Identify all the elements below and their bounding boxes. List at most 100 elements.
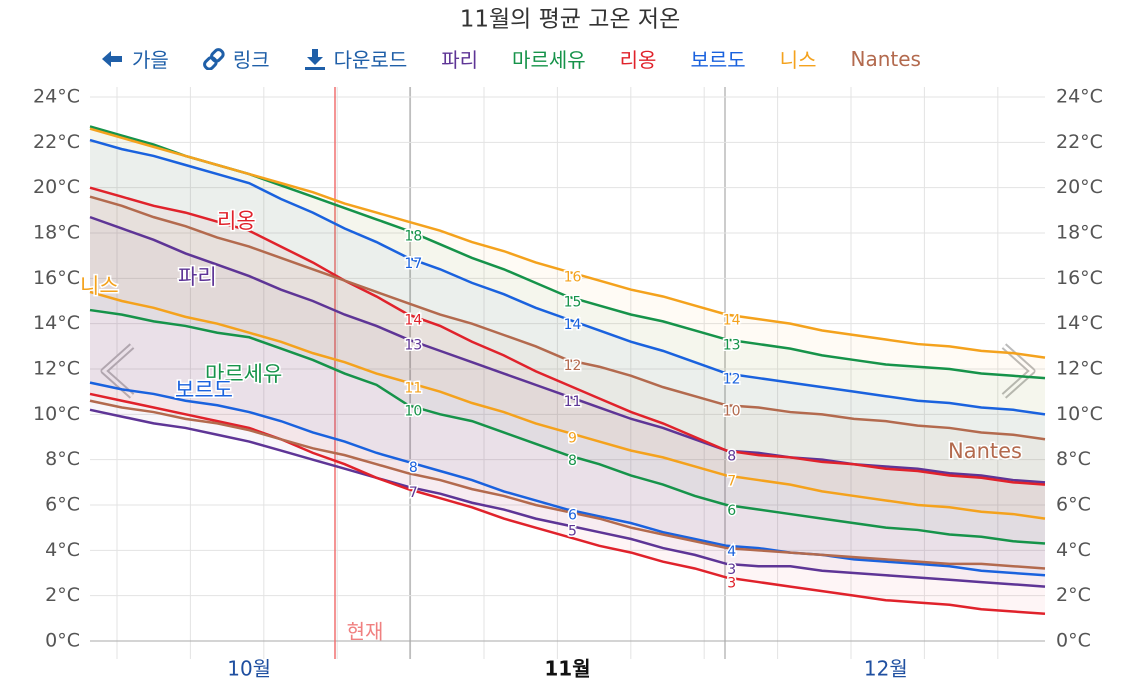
value-label: 8 bbox=[409, 460, 418, 476]
now-label: 현재 bbox=[347, 620, 384, 644]
toolbar: 가을 링크 다운로드 파리 마르세유 리옹 보르도 니스 Nantes bbox=[100, 44, 1050, 73]
temp-line bbox=[89, 399, 1046, 570]
series-label: 마르세유 bbox=[205, 362, 282, 386]
y-tick-label-right: 22°C bbox=[1056, 131, 1103, 153]
value-label: 12 bbox=[564, 358, 582, 374]
value-label: 11 bbox=[404, 381, 422, 397]
link-button[interactable]: 링크 bbox=[202, 44, 270, 73]
back-label: 가을 bbox=[132, 48, 169, 72]
temp-line bbox=[89, 308, 1046, 545]
y-tick-label-right: 4°C bbox=[1056, 539, 1091, 561]
y-tick-label: 22°C bbox=[33, 131, 80, 153]
value-label: 10 bbox=[723, 403, 741, 419]
value-label: 10 bbox=[404, 403, 422, 419]
value-label: 17 bbox=[404, 256, 422, 272]
y-tick-label: 8°C bbox=[45, 448, 80, 470]
lines bbox=[89, 125, 1046, 616]
temp-line bbox=[89, 381, 1046, 577]
legend-item[interactable]: 보르도 bbox=[690, 48, 746, 72]
value-label: 11 bbox=[564, 394, 582, 410]
value-label: 14 bbox=[564, 317, 582, 333]
range-band bbox=[90, 196, 1045, 569]
x-tick-label: 11월 bbox=[544, 657, 590, 681]
value-label: 8 bbox=[568, 453, 577, 469]
value-label: 7 bbox=[727, 474, 736, 490]
grid bbox=[90, 87, 1045, 659]
x-tick-label: 10월 bbox=[227, 657, 271, 681]
temp-line bbox=[89, 186, 1046, 486]
y-tick-label-right: 12°C bbox=[1056, 358, 1103, 380]
temp-line bbox=[89, 215, 1046, 484]
series-label: 보르도 bbox=[175, 378, 233, 402]
temp-line bbox=[89, 127, 1046, 359]
legend-item[interactable]: 니스 bbox=[779, 48, 817, 72]
range-band bbox=[90, 217, 1045, 587]
y-tick-label: 20°C bbox=[33, 176, 80, 198]
y-tick-label-right: 6°C bbox=[1056, 494, 1091, 516]
value-label: 14 bbox=[723, 313, 741, 329]
y-tick-label: 24°C bbox=[33, 86, 80, 108]
y-tick-label: 16°C bbox=[33, 267, 80, 289]
y-tick-label: 4°C bbox=[45, 539, 80, 561]
value-label: 14 bbox=[404, 313, 422, 329]
legend-item[interactable]: Nantes bbox=[850, 46, 921, 71]
legend-item[interactable]: 마르세유 bbox=[512, 48, 586, 72]
temp-line bbox=[89, 138, 1046, 416]
legend-item[interactable]: 리옹 bbox=[619, 48, 657, 72]
y-tick-label: 14°C bbox=[33, 312, 80, 334]
value-label: 6 bbox=[568, 508, 577, 524]
value-label: 13 bbox=[723, 338, 741, 354]
value-label: 3 bbox=[727, 562, 736, 578]
value-label: 15 bbox=[564, 294, 582, 310]
temp-line bbox=[89, 290, 1046, 520]
range-band bbox=[90, 128, 1045, 519]
value-label: 16 bbox=[564, 270, 582, 286]
value-label: 9 bbox=[568, 430, 577, 446]
y-tick-label: 18°C bbox=[33, 222, 80, 244]
nav-left[interactable] bbox=[100, 343, 135, 399]
y-tick-label-right: 20°C bbox=[1056, 176, 1103, 198]
series-label: 니스 bbox=[80, 274, 119, 298]
y-tick-label-right: 8°C bbox=[1056, 448, 1091, 470]
bands bbox=[90, 126, 1045, 614]
y-tick-label-right: 14°C bbox=[1056, 312, 1103, 334]
legend-item[interactable]: 파리 bbox=[441, 48, 479, 72]
value-label: 3 bbox=[727, 576, 736, 592]
value-label: 12 bbox=[723, 372, 741, 388]
temp-line bbox=[89, 195, 1046, 441]
value-label: 13 bbox=[404, 338, 422, 354]
value-label: 18 bbox=[404, 229, 422, 245]
y-tick-label-right: 10°C bbox=[1056, 403, 1103, 425]
temp-line bbox=[89, 392, 1046, 616]
range-band bbox=[90, 126, 1045, 544]
labels: 13 11 8 7 5 3 18 15 13 10 8 6 14 3 17 14 12 8 6 4 16 14 11 9 7 12… bbox=[79, 208, 1024, 594]
value-label: 6 bbox=[727, 503, 736, 519]
y-tick-label-right: 16°C bbox=[1056, 267, 1103, 289]
temp-line bbox=[89, 408, 1046, 588]
range-band bbox=[90, 187, 1045, 614]
value-label: 7 bbox=[409, 485, 418, 501]
y-tick-label-right: 0°C bbox=[1056, 630, 1091, 652]
series-label: 리옹 bbox=[217, 209, 256, 233]
y-tick-label-right: 24°C bbox=[1056, 86, 1103, 108]
y-tick-label: 10°C bbox=[33, 403, 80, 425]
range-band bbox=[90, 140, 1045, 576]
y-tick-label: 12°C bbox=[33, 358, 80, 380]
link-label: 링크 bbox=[232, 48, 270, 72]
chart-title: 11월의 평균 고온 저온 bbox=[460, 7, 680, 33]
y-tick-label: 2°C bbox=[45, 584, 80, 606]
series-label: 파리 bbox=[178, 265, 217, 289]
value-label: 5 bbox=[568, 523, 577, 539]
x-tick-label: 12월 bbox=[864, 657, 908, 681]
back-button[interactable]: 가을 bbox=[100, 44, 169, 73]
y-tick-label-right: 18°C bbox=[1056, 222, 1103, 244]
series-label: Nantes bbox=[948, 439, 1022, 463]
download-label: 다운로드 bbox=[333, 48, 408, 72]
value-label: 8 bbox=[727, 449, 736, 465]
value-label: 4 bbox=[727, 544, 736, 560]
download-button[interactable]: 다운로드 bbox=[304, 44, 408, 73]
y-tick-label: 6°C bbox=[45, 494, 80, 516]
y-tick-label: 0°C bbox=[45, 630, 80, 652]
